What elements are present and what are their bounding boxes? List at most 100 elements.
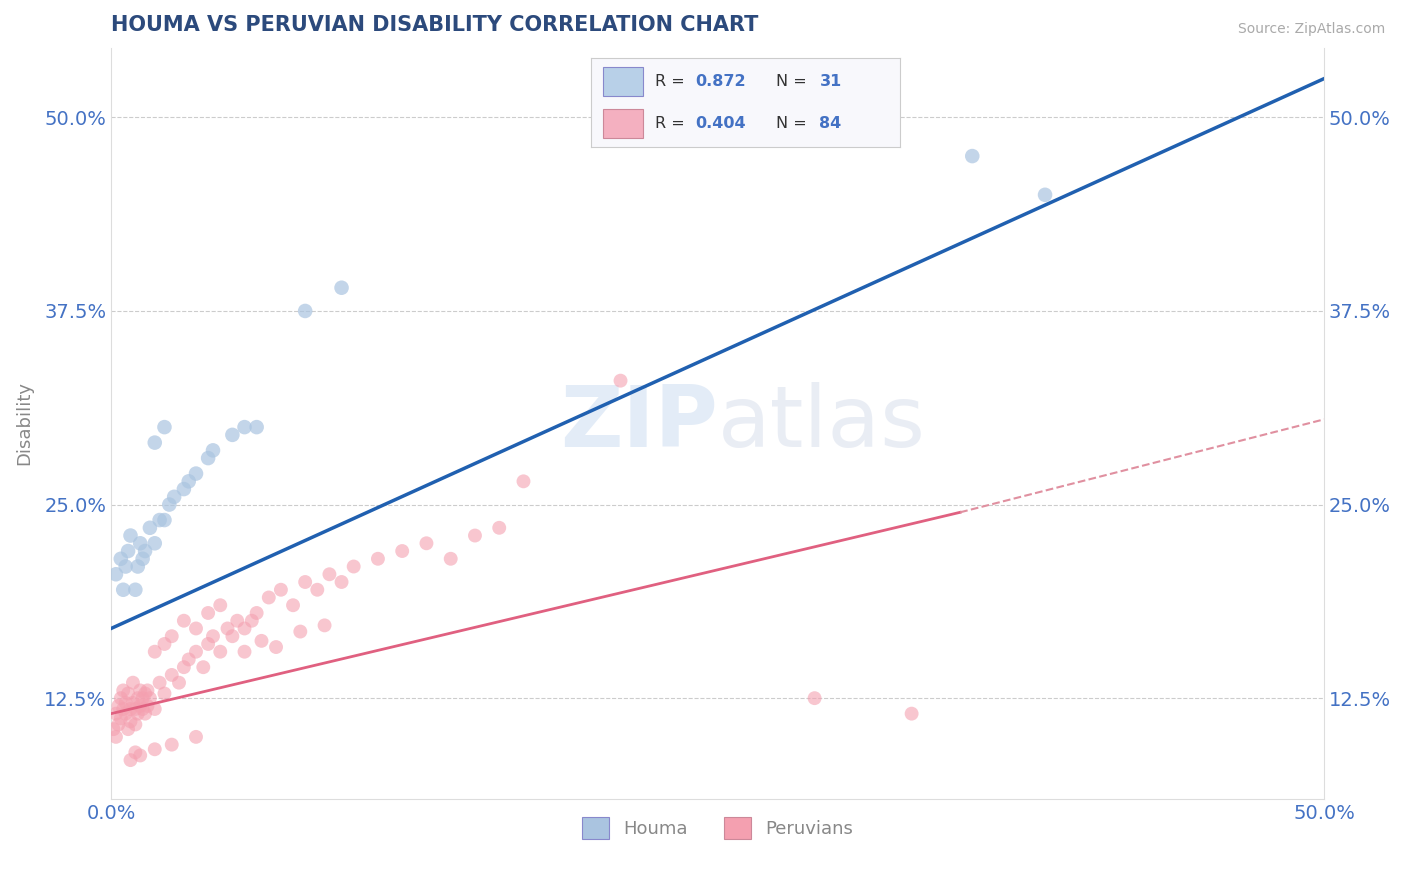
Point [415, 536, 437, 550]
Point [131, 702, 153, 716]
Point [129, 748, 152, 763]
Point [226, 614, 249, 628]
Text: Source: ZipAtlas.com: Source: ZipAtlas.com [1237, 22, 1385, 37]
Point [512, 475, 534, 489]
Point [112, 582, 135, 597]
Point [201, 629, 224, 643]
Point [233, 622, 256, 636]
Point [264, 640, 287, 654]
Point [143, 536, 166, 550]
Text: R =: R = [655, 116, 685, 130]
Point [134, 544, 156, 558]
Point [127, 706, 149, 721]
Point [197, 637, 219, 651]
Point [124, 582, 146, 597]
Point [120, 702, 142, 716]
Point [184, 645, 207, 659]
Point [153, 513, 176, 527]
Text: R =: R = [655, 74, 685, 88]
Point [464, 528, 486, 542]
Point [184, 467, 207, 481]
Point [139, 691, 162, 706]
Point [153, 637, 176, 651]
Point [294, 574, 316, 589]
Point [343, 559, 366, 574]
Legend: Houma, Peruvians: Houma, Peruvians [575, 810, 860, 847]
Point [124, 702, 146, 716]
Point [367, 551, 389, 566]
Point [240, 614, 263, 628]
Point [114, 706, 136, 721]
Point [177, 475, 200, 489]
Point [143, 645, 166, 659]
Point [962, 149, 984, 163]
Text: ZIP: ZIP [560, 382, 717, 465]
Point [104, 730, 127, 744]
Point [900, 706, 922, 721]
Point [131, 691, 153, 706]
Text: HOUMA VS PERUVIAN DISABILITY CORRELATION CHART: HOUMA VS PERUVIAN DISABILITY CORRELATION… [111, 15, 758, 35]
Point [120, 714, 142, 729]
Point [136, 683, 159, 698]
Point [330, 281, 353, 295]
Point [153, 686, 176, 700]
Point [136, 698, 159, 713]
Point [184, 622, 207, 636]
Point [177, 652, 200, 666]
Point [129, 536, 152, 550]
Point [290, 624, 312, 639]
Bar [603, 67, 643, 96]
Text: N =: N = [776, 74, 807, 88]
Point [440, 551, 463, 566]
Point [112, 683, 135, 698]
Point [233, 645, 256, 659]
Text: 31: 31 [820, 74, 842, 88]
Point [120, 753, 142, 767]
Point [143, 702, 166, 716]
Point [221, 428, 243, 442]
Point [217, 622, 239, 636]
Point [110, 691, 132, 706]
Point [117, 544, 139, 558]
Point [129, 683, 152, 698]
Point [201, 443, 224, 458]
Point [117, 722, 139, 736]
Point [330, 574, 353, 589]
Point [112, 702, 135, 716]
Point [110, 551, 132, 566]
Point [163, 490, 186, 504]
Point [103, 722, 125, 736]
Point [124, 717, 146, 731]
Point [117, 686, 139, 700]
Point [139, 521, 162, 535]
Point [129, 698, 152, 713]
Point [104, 706, 127, 721]
Point [209, 645, 232, 659]
Point [134, 706, 156, 721]
Point [307, 582, 329, 597]
Point [122, 696, 145, 710]
Text: 0.404: 0.404 [696, 116, 747, 130]
Y-axis label: Disability: Disability [15, 381, 32, 466]
Point [110, 711, 132, 725]
Point [143, 435, 166, 450]
Point [270, 582, 292, 597]
Point [153, 420, 176, 434]
Point [167, 675, 190, 690]
Text: 84: 84 [820, 116, 842, 130]
Point [134, 686, 156, 700]
Point [488, 521, 510, 535]
Point [131, 551, 153, 566]
Point [221, 629, 243, 643]
Point [294, 304, 316, 318]
Point [197, 606, 219, 620]
Text: N =: N = [776, 116, 807, 130]
Point [314, 618, 336, 632]
Point [107, 717, 129, 731]
Bar [603, 109, 643, 138]
Point [609, 374, 631, 388]
Point [124, 745, 146, 759]
Point [197, 451, 219, 466]
Point [160, 738, 183, 752]
Point [193, 660, 215, 674]
